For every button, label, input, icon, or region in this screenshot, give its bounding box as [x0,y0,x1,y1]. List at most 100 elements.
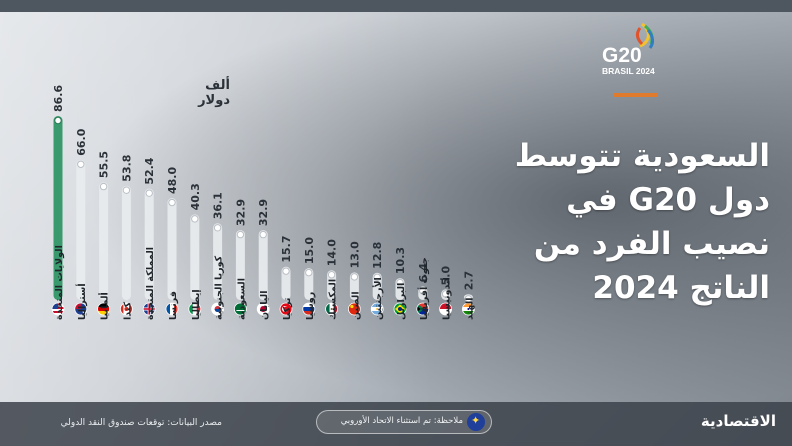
value-label: 32.9 [234,199,247,226]
bar-knob [327,271,336,279]
top-band [0,0,792,12]
sa-flag-icon [233,302,247,316]
category-label: كندا [122,301,133,320]
category-label: المملكة المتحدة [145,247,156,320]
value-label: 66.0 [75,128,88,155]
title-accent-line [613,93,658,97]
bar-knob [99,182,108,191]
category-label: كوريا الجنوبية [214,255,225,320]
category-label: روسيا [305,292,316,320]
bar [304,268,314,300]
bar-knob [259,230,267,239]
za-flag-icon [416,302,430,316]
unit-label: ألف دولار [198,78,230,108]
logo-sub: BRASIL 2024 [602,66,655,76]
category-label: فرنسا [168,291,179,320]
tr-flag-icon [279,302,293,316]
value-label: 53.8 [120,155,133,182]
g20-logo: G20 BRASIL 2024 [602,22,655,76]
bar-knob [373,273,381,282]
bar-knob [77,160,85,168]
category-label: تركيا [282,298,293,320]
value-label: 55.5 [98,151,111,178]
category-label: إيطاليا [191,289,202,320]
bar-knob [419,287,427,295]
us-flag-icon [51,302,65,316]
category-label: أستراليا [75,283,88,320]
bar [121,185,131,300]
brand-logo: الاقتصادية [700,412,776,430]
bar-knob [191,215,199,223]
bars-group: 86.6 الولايات المتحدة 66.0 أستراليا 55.5 ألما… [51,85,475,320]
value-label: 6.4 [417,263,430,283]
cn-flag-icon [347,302,361,316]
bar-knob [145,189,153,197]
value-label: 32.9 [257,199,270,226]
eu-flag-icon [467,413,485,431]
br-flag-icon [393,302,407,316]
category-label: الأرجنتين [372,277,384,320]
bar-knob [305,268,313,277]
value-label: 15.7 [280,236,293,263]
jp-flag-icon [256,302,270,316]
gb-flag-icon [142,302,156,316]
bar-knob [396,278,404,287]
ru-flag-icon [302,302,316,316]
footer-bar [0,402,792,446]
source-note: مصدر البيانات: توقعات صندوق النقد الدولي [60,418,222,428]
bar [235,230,245,300]
in-flag-icon [461,302,475,316]
it-flag-icon [188,302,202,316]
note-text: ملاحظة: تم استثناء الاتحاد الأوروبي [340,416,463,426]
category-label: السعودية [236,278,247,320]
bar-knob [236,230,245,239]
value-label: 48.0 [166,167,179,194]
bar [99,182,109,300]
value-label: 86.6 [52,85,65,112]
bar [213,223,223,300]
value-label: 52.4 [143,157,156,184]
value-label: 12.8 [371,242,384,269]
value-label: 13.0 [348,241,361,268]
kr-flag-icon [211,302,225,316]
category-label: الهند [464,298,475,320]
value-label: 15.0 [303,237,316,264]
bar-knob [54,116,62,125]
category-label: البرازيل [396,283,407,320]
page-title: السعودية تتوسط دول G20 في نصيب الفرد من … [514,138,770,306]
logo-main: G20 [602,44,642,67]
category-label: أندونيسيا [440,277,453,320]
value-label: 36.1 [212,192,225,219]
category-label: المكسيك [328,279,339,320]
bar-knob [464,295,473,303]
category-label: جنوب أفريقيا [417,257,430,320]
id-flag-icon [439,302,453,316]
value-label: 14.0 [326,239,339,266]
mx-flag-icon [325,302,339,316]
note-pill: ملاحظة: تم استثناء الاتحاد الأوروبي [316,410,492,434]
fr-flag-icon [165,302,179,316]
ar-flag-icon [370,302,384,316]
category-label: الصين [350,291,361,320]
bar-knob [441,290,450,298]
category-label: ألمانيا [98,292,111,320]
de-flag-icon [97,302,110,316]
bar-knob [282,267,290,275]
au-flag-icon [74,302,88,316]
bar [167,198,177,300]
category-label: اليابان [259,290,270,320]
value-label: 5.0 [440,266,453,286]
bar [53,116,63,300]
bar-knob [122,186,131,194]
bar [281,266,291,300]
bar [144,188,154,300]
bar [190,214,200,300]
bar-knob [350,273,359,281]
ca-flag-icon [120,302,133,316]
value-label: 10.3 [394,247,407,274]
bar [258,230,268,300]
bar [76,159,86,300]
